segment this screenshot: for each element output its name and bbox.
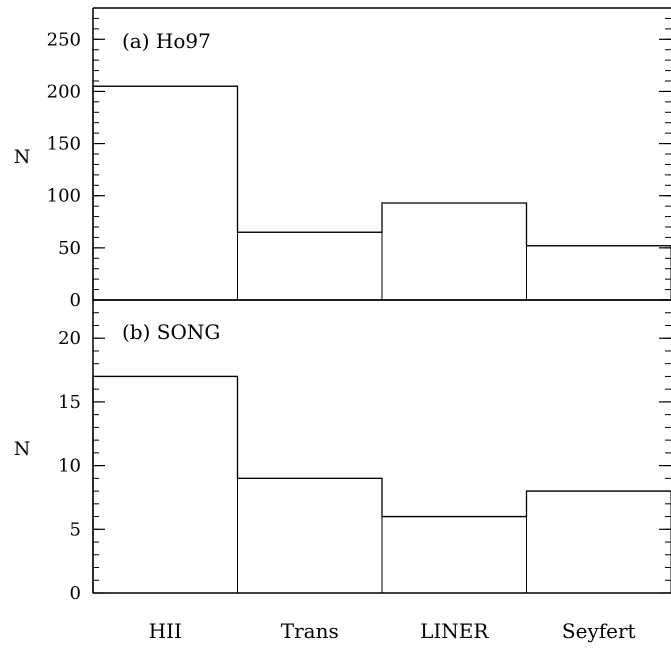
panel-a-bar-hii [92,85,238,301]
panel-a-bar-seyfert [526,245,671,301]
panel-b-tick-label: 5 [70,519,81,540]
panel-a-bar-liner [381,202,527,301]
category-label-liner: LINER [420,619,489,643]
panel-a-tick-label: 200 [47,81,81,102]
panel-a-tick-label: 100 [47,186,81,207]
panel-a-ho97: (a) Ho97 N 0 50 100 150 200 250 [14,7,671,311]
panel-a-tick-label: 0 [70,290,81,311]
panel-b-bar-trans [237,477,383,594]
panel-b-song: (b) SONG N 0 5 10 15 20 [14,299,671,604]
category-label-seyfert: Seyfert [562,619,636,643]
panel-a-label: (a) Ho97 [122,29,211,53]
panel-b-ylabel: N [14,438,31,460]
panel-b-bar-seyfert [526,490,671,594]
panel-a-tick-label: 150 [47,134,81,155]
panel-a-tick-label: 250 [47,29,81,50]
panel-b-tick-label: 20 [58,328,81,349]
panel-a-ylabel: N [14,146,31,168]
panel-a-bar-trans [237,231,383,301]
panel-b-tick-label: 0 [70,583,81,604]
category-label-trans: Trans [281,619,339,643]
panel-b-tick-label: 10 [58,456,81,477]
category-labels: HII Trans LINER Seyfert [149,619,636,643]
panel-b-tick-label: 15 [58,392,81,413]
panel-b-bar-liner [381,516,527,594]
panel-a-tick-label: 50 [58,238,81,259]
panel-b-label: (b) SONG [122,320,220,344]
category-label-hii: HII [149,619,182,643]
panel-b-bar-hii [92,375,238,594]
